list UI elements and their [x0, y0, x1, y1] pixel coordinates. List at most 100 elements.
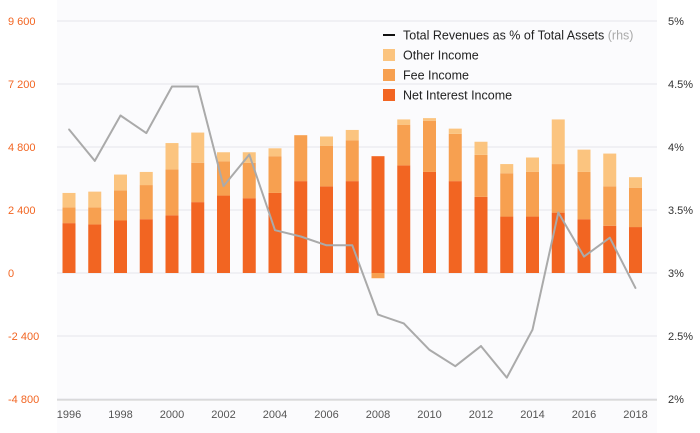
bar-net-interest-income-2001: [191, 202, 205, 273]
x-tick-label: 2006: [314, 409, 338, 421]
bar-fee-income-2016: [577, 171, 591, 220]
ratio-point-1999: [145, 132, 148, 135]
bar-fee-income-1997: [88, 207, 102, 225]
bar-fee-income-1998: [114, 190, 127, 221]
bar-net-interest-income-2013: [500, 216, 514, 273]
bar-fee-income-2000: [165, 169, 179, 216]
left-tick-label: -2 400: [8, 331, 39, 343]
x-tick-label: 2010: [417, 409, 441, 421]
bar-net-interest-income-2016: [577, 219, 591, 273]
bar-other-income-2001: [191, 132, 205, 163]
x-tick-label: 2018: [623, 409, 647, 421]
legend-label-fee-income: Fee Income: [403, 69, 469, 83]
x-tick-label: 2016: [572, 409, 596, 421]
right-tick-label: 4.5%: [668, 79, 693, 91]
legend-label-net-interest-income: Net Interest Income: [403, 89, 512, 103]
ratio-point-2008: [377, 313, 379, 316]
ratio-point-2017: [608, 236, 611, 239]
ratio-point-2011: [454, 365, 457, 368]
bar-net-interest-income-2004: [268, 192, 282, 273]
bar-other-income-2000: [165, 143, 179, 170]
ratio-point-2016: [583, 255, 585, 258]
bar-fee-income-2017: [603, 186, 617, 226]
bar-fee-income-2005: [294, 135, 308, 182]
right-tick-label: 5%: [668, 16, 684, 28]
bar-net-interest-income-1999: [139, 219, 153, 273]
left-tick-label: 4 800: [8, 142, 36, 154]
legend-swatch-other-income: [383, 49, 395, 61]
right-tick-label: 2.5%: [668, 331, 693, 343]
left-tick-label: 2 400: [8, 205, 36, 217]
legend-label-other-income: Other Income: [403, 49, 479, 63]
bar-fee-income-2014: [526, 171, 539, 217]
bar-fee-income-2015: [551, 164, 565, 213]
ratio-point-2018: [634, 287, 637, 290]
x-tick-label: 2004: [263, 409, 287, 421]
bar-other-income-2009: [397, 119, 411, 125]
ratio-point-2000: [171, 85, 173, 88]
bar-net-interest-income-2014: [526, 216, 539, 273]
bar-net-interest-income-2012: [474, 196, 488, 273]
bar-other-income-2004: [268, 148, 282, 157]
bar-other-income-2012: [474, 141, 488, 155]
bar-other-income-1996: [62, 192, 76, 208]
bar-net-interest-income-1996: [62, 223, 76, 273]
ratio-point-2003: [248, 153, 251, 156]
bar-other-income-2014: [526, 157, 539, 172]
bar-net-interest-income-2008: [371, 156, 385, 273]
bar-other-income-2007: [345, 129, 359, 141]
ratio-point-1998: [119, 114, 122, 117]
bar-fee-income-2006: [320, 145, 333, 187]
bar-net-interest-income-2010: [423, 171, 436, 273]
ratio-point-2005: [299, 235, 302, 238]
x-tick-label: 2014: [520, 409, 544, 421]
ratio-point-2001: [196, 85, 199, 88]
bar-fee-income-2001: [191, 162, 205, 203]
x-tick-label: 2008: [366, 409, 390, 421]
ratio-point-2004: [274, 229, 276, 232]
bar-fee-income-2008: [371, 273, 385, 279]
bar-net-interest-income-1998: [114, 220, 127, 273]
bar-other-income-2013: [500, 164, 514, 174]
bar-other-income-2015: [551, 119, 565, 165]
bar-fee-income-1996: [62, 207, 76, 224]
bar-other-income-2017: [603, 153, 617, 187]
bar-fee-income-2009: [397, 124, 411, 166]
bar-net-interest-income-2017: [603, 225, 617, 273]
left-tick-label: 9 600: [8, 16, 36, 28]
ratio-point-1996: [68, 128, 70, 131]
bar-fee-income-2011: [448, 133, 462, 182]
bar-fee-income-2004: [268, 156, 282, 193]
left-tick-label: -4 800: [8, 394, 39, 406]
ratio-point-2010: [428, 348, 431, 351]
bar-other-income-1998: [114, 174, 127, 191]
x-tick-label: 1996: [57, 409, 81, 421]
x-tick-label: 2012: [469, 409, 493, 421]
left-tick-label: 0: [8, 268, 14, 280]
bars: [62, 118, 642, 279]
right-tick-label: 3%: [668, 268, 684, 280]
ratio-point-2006: [325, 244, 328, 247]
bar-other-income-1999: [139, 171, 153, 186]
bar-net-interest-income-2018: [629, 227, 642, 273]
ratio-point-2014: [531, 328, 534, 331]
bar-other-income-2018: [629, 177, 642, 188]
right-tick-label: 2%: [668, 394, 684, 406]
ratio-point-2013: [505, 376, 508, 379]
ratio-point-2015: [557, 211, 560, 214]
ratio-point-1997: [93, 159, 96, 162]
bar-fee-income-2012: [474, 154, 488, 197]
legend-label-ratio-note: (rhs): [604, 29, 633, 43]
bar-net-interest-income-1997: [88, 224, 102, 273]
bar-other-income-2011: [448, 128, 462, 134]
legend-label-ratio-name: Total Revenues as % of Total Assets: [403, 29, 604, 43]
bar-fee-income-2013: [500, 173, 514, 217]
bar-other-income-2006: [320, 136, 333, 146]
legend-label-ratio: Total Revenues as % of Total Assets (rhs…: [403, 29, 633, 43]
bar-net-interest-income-2003: [242, 198, 256, 273]
bar-net-interest-income-2007: [345, 181, 359, 273]
bar-other-income-2010: [423, 118, 436, 121]
bar-other-income-2002: [217, 152, 230, 162]
legend: Total Revenues as % of Total Assets (rhs…: [383, 29, 633, 103]
